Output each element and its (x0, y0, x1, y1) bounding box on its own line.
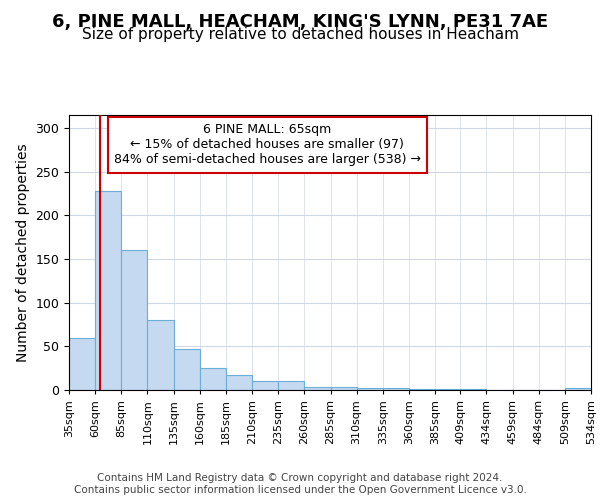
Bar (435, 389, 460, 390)
Bar (95, 191, 121, 390)
Bar (409, 389, 435, 390)
Bar (69, 338, 95, 390)
Text: Size of property relative to detached houses in Heacham: Size of property relative to detached ho… (82, 28, 518, 42)
Bar (200, 368, 226, 390)
Bar (565, 388, 591, 390)
Text: 6, PINE MALL, HEACHAM, KING'S LYNN, PE31 7AE: 6, PINE MALL, HEACHAM, KING'S LYNN, PE31… (52, 12, 548, 30)
Bar (460, 389, 487, 390)
Bar (356, 388, 383, 390)
Bar (278, 382, 304, 390)
Bar (252, 382, 278, 390)
Text: Contains HM Land Registry data © Crown copyright and database right 2024.
Contai: Contains HM Land Registry data © Crown c… (74, 474, 526, 495)
Bar (383, 388, 409, 390)
Bar (121, 250, 148, 390)
Y-axis label: Number of detached properties: Number of detached properties (16, 143, 30, 362)
Bar (173, 349, 200, 390)
Bar (226, 375, 252, 390)
Bar (304, 388, 331, 390)
Bar (148, 320, 173, 390)
Bar (331, 388, 356, 390)
Text: 6 PINE MALL: 65sqm
← 15% of detached houses are smaller (97)
84% of semi-detache: 6 PINE MALL: 65sqm ← 15% of detached hou… (114, 123, 421, 166)
